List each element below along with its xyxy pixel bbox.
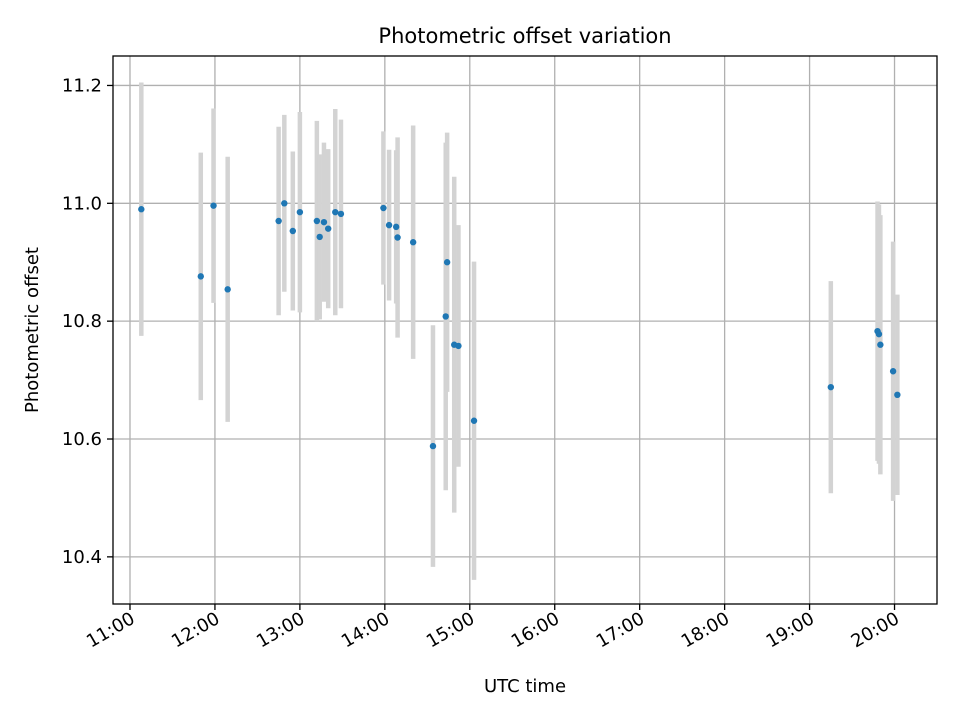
data-point <box>332 208 339 216</box>
data-point <box>275 217 282 225</box>
data-point <box>409 239 417 246</box>
data-point <box>197 273 204 280</box>
data-point <box>889 368 897 375</box>
data-point <box>224 286 231 293</box>
x-tick-label: 17:00 <box>593 608 648 652</box>
errorbars-group <box>139 82 900 580</box>
data-point <box>325 225 332 232</box>
data-point <box>289 227 297 235</box>
data-point <box>296 208 304 216</box>
data-point <box>455 342 462 350</box>
x-tick-label: 16:00 <box>508 608 563 652</box>
x-tick-label: 19:00 <box>763 608 818 652</box>
data-point <box>392 223 400 231</box>
x-tick-label: 11:00 <box>83 608 138 652</box>
x-tick-label: 13:00 <box>253 608 308 652</box>
data-point <box>443 259 451 266</box>
y-tick-label: 10.8 <box>62 311 102 332</box>
data-point <box>875 330 883 338</box>
x-tick-label: 12:00 <box>168 608 223 652</box>
data-point <box>210 202 217 209</box>
grid-lines <box>113 56 937 604</box>
plot-frame <box>112 55 938 605</box>
y-tick-label: 10.4 <box>62 547 102 568</box>
data-points-group <box>138 200 901 450</box>
x-tick-label: 15:00 <box>423 608 478 652</box>
y-tick-label: 10.6 <box>62 429 102 450</box>
data-point <box>320 218 328 226</box>
y-tick-label: 11.0 <box>62 193 102 214</box>
data-point <box>827 383 835 391</box>
x-tick-label: 14:00 <box>338 608 393 652</box>
chart-title: Photometric offset variation <box>378 24 671 48</box>
data-point <box>429 442 437 450</box>
data-point <box>380 204 387 212</box>
y-tick-label: 11.2 <box>62 75 102 96</box>
y-axis-label: Photometric offset <box>22 247 43 413</box>
y-axis-ticks: 10.4 10.6 10.8 11.0 11.2 <box>62 75 113 568</box>
data-point <box>894 391 901 399</box>
x-tick-label: 20:00 <box>848 608 903 652</box>
data-point <box>313 217 321 225</box>
data-point <box>316 233 323 241</box>
data-point <box>281 200 288 207</box>
data-point <box>394 234 401 241</box>
data-point <box>385 221 393 229</box>
x-tick-label: 18:00 <box>678 608 733 652</box>
data-point <box>442 313 449 320</box>
data-point <box>138 206 145 213</box>
x-axis-label: UTC time <box>484 676 566 697</box>
data-point <box>470 417 478 424</box>
data-point <box>877 341 884 348</box>
x-axis-ticks: 11:00 12:00 13:00 14:00 15:00 16:00 17:00 18:00… <box>83 604 903 652</box>
data-point <box>337 210 345 218</box>
